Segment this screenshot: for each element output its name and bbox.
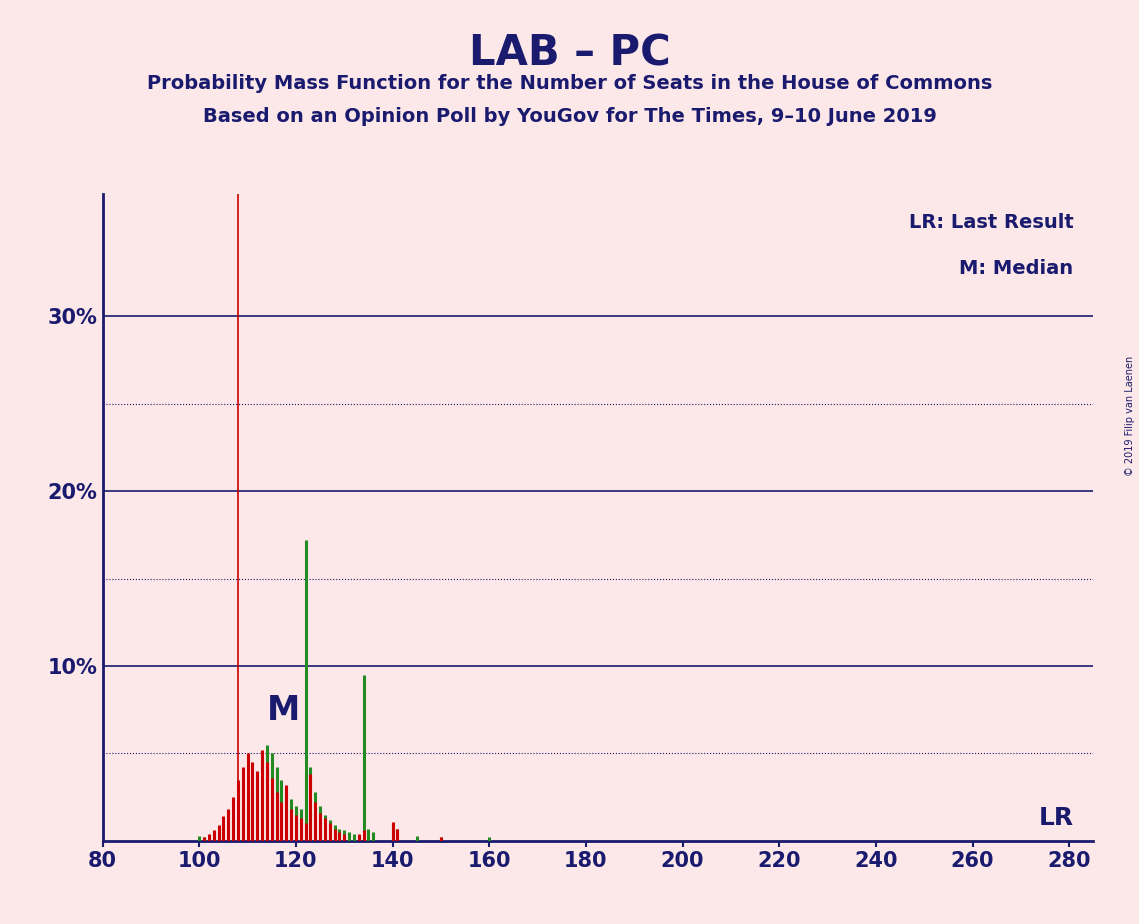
- Text: LAB – PC: LAB – PC: [468, 32, 671, 74]
- Text: Probability Mass Function for the Number of Seats in the House of Commons: Probability Mass Function for the Number…: [147, 74, 992, 93]
- Text: M: Median: M: Median: [959, 259, 1074, 278]
- Text: LR: Last Result: LR: Last Result: [909, 213, 1074, 233]
- Text: © 2019 Filip van Laenen: © 2019 Filip van Laenen: [1125, 356, 1134, 476]
- Text: Based on an Opinion Poll by YouGov for The Times, 9–10 June 2019: Based on an Opinion Poll by YouGov for T…: [203, 107, 936, 127]
- Text: M: M: [267, 694, 300, 727]
- Text: LR: LR: [1039, 807, 1074, 831]
